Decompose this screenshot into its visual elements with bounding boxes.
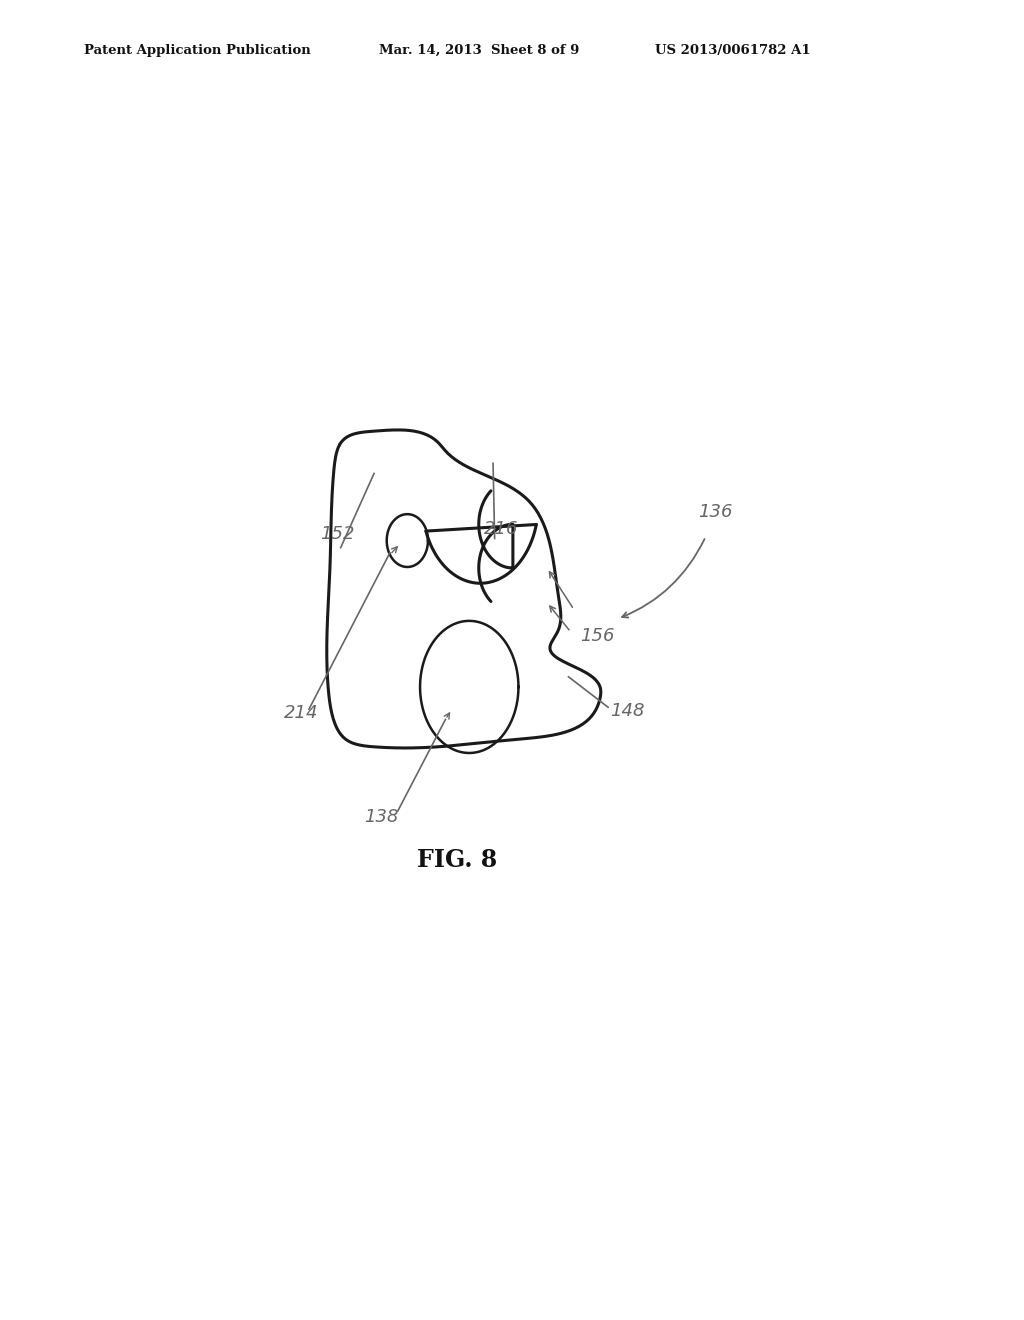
Text: 156: 156	[581, 627, 614, 645]
Text: 152: 152	[321, 524, 354, 543]
Text: Mar. 14, 2013  Sheet 8 of 9: Mar. 14, 2013 Sheet 8 of 9	[379, 44, 580, 57]
Text: 136: 136	[697, 503, 732, 521]
Text: 138: 138	[365, 808, 399, 826]
Text: 214: 214	[284, 705, 318, 722]
Text: 148: 148	[609, 702, 644, 721]
Text: FIG. 8: FIG. 8	[417, 847, 498, 871]
Text: US 2013/0061782 A1: US 2013/0061782 A1	[655, 44, 811, 57]
Text: 216: 216	[483, 520, 518, 537]
Text: Patent Application Publication: Patent Application Publication	[84, 44, 310, 57]
